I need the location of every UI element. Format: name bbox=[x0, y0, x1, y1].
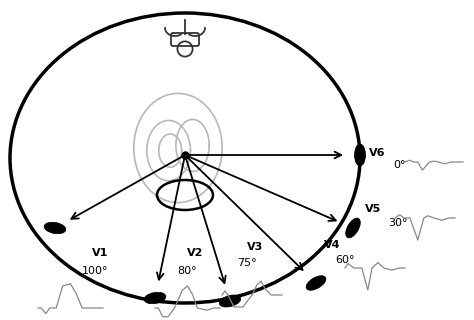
Text: 100°: 100° bbox=[82, 266, 109, 276]
Text: V1: V1 bbox=[92, 248, 108, 258]
Ellipse shape bbox=[346, 218, 360, 238]
Ellipse shape bbox=[44, 222, 66, 234]
Text: V5: V5 bbox=[365, 204, 381, 214]
Text: V4: V4 bbox=[324, 240, 340, 250]
Text: 30°: 30° bbox=[388, 218, 408, 228]
Ellipse shape bbox=[219, 295, 241, 307]
Text: 75°: 75° bbox=[237, 258, 256, 268]
Text: 80°: 80° bbox=[177, 266, 197, 276]
Ellipse shape bbox=[144, 292, 166, 304]
Text: V2: V2 bbox=[187, 248, 203, 258]
Text: V6: V6 bbox=[369, 148, 385, 158]
Ellipse shape bbox=[355, 144, 365, 166]
Ellipse shape bbox=[306, 276, 326, 290]
Text: 60°: 60° bbox=[335, 255, 355, 265]
Text: V3: V3 bbox=[247, 242, 263, 252]
Text: 0°: 0° bbox=[393, 160, 405, 170]
